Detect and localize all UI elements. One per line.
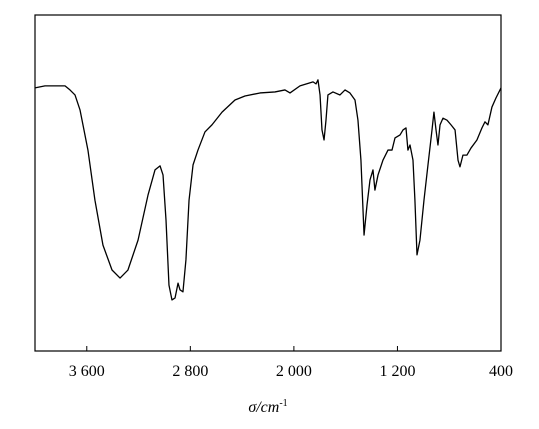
x-tick-label: 2 000: [276, 363, 312, 380]
plot-frame: [34, 14, 502, 352]
x-axis-label: σ/cm-1: [248, 398, 287, 416]
x-tick-label: 2 800: [172, 363, 208, 380]
x-tick-label: 400: [489, 363, 513, 380]
x-axis-label-main: σ/cm: [248, 399, 279, 416]
x-tick-label: 3 600: [69, 363, 105, 380]
x-axis-label-sup: -1: [279, 398, 287, 409]
spectrum-line: [34, 79, 502, 301]
x-tick-label: 1 200: [379, 363, 415, 380]
